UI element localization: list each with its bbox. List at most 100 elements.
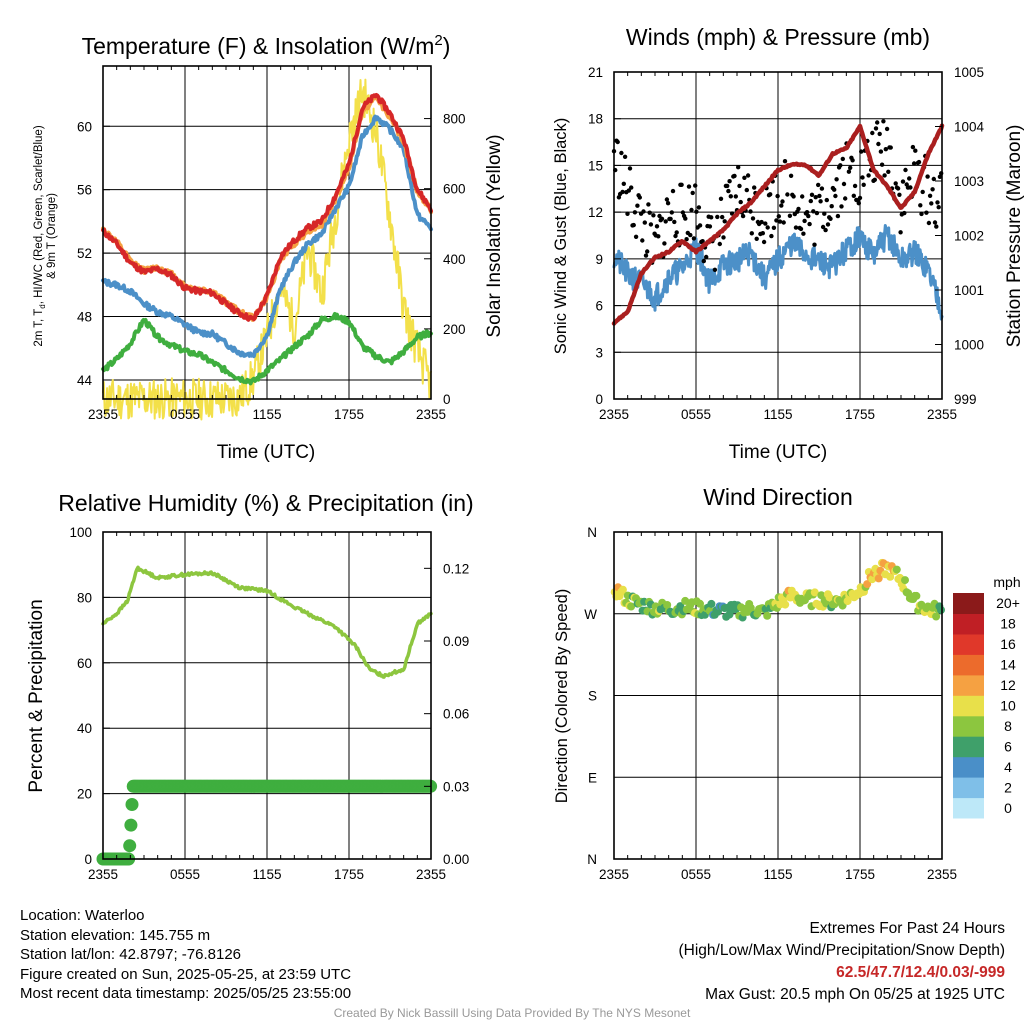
wind-gust-point (916, 159, 922, 165)
wind-gust-point (817, 193, 822, 199)
wind-gust-point (771, 225, 777, 230)
colorbar-swatch (953, 654, 984, 676)
wind-ytick-label: 12 (588, 205, 603, 220)
wind-gust-point (736, 165, 741, 170)
wind-gust-point (726, 188, 731, 194)
colorbar-label: 2 (1004, 779, 1012, 795)
wind-gust-point (807, 221, 812, 227)
wind-gust-point (744, 187, 749, 193)
wind-series-line (611, 123, 945, 326)
wind-gust-point (643, 253, 649, 258)
wind-gust-point (796, 206, 801, 212)
wind-gust-point (693, 183, 698, 188)
extremes-values: 62.5/47.7/12.4/0.03/-999 (836, 964, 1005, 981)
wind-gust-point (625, 211, 630, 216)
wind-gust-point (848, 165, 853, 170)
ticks-layer (102, 66, 943, 860)
precip-point (123, 839, 137, 853)
wind-gust-point (881, 119, 886, 124)
dir-point (932, 612, 941, 621)
recent-timestamp: Most recent data timestamp: 2025/05/25 2… (20, 985, 352, 1002)
wind-gust-point (696, 205, 702, 210)
temp-series-line (102, 78, 432, 421)
wind-gust-point (690, 190, 695, 196)
dir-point (937, 606, 945, 614)
colorbar-title: mph (993, 574, 1020, 590)
wind-gust-point (688, 232, 693, 238)
wind-gust-point (769, 233, 774, 239)
wind-gust-point (738, 199, 743, 205)
wind-gust-point (640, 238, 645, 243)
wind-gust-point (754, 236, 759, 241)
temp-ytick-label: 52 (77, 246, 92, 261)
speed-colorbar: 0 2 4 6 8 10 12 14 16 18 20+ (953, 593, 1020, 819)
wind-ytick-label: 3 (595, 345, 603, 360)
wind-gust-point (829, 204, 834, 209)
wind-gust-point (765, 225, 770, 230)
colorbar-label: 12 (1000, 677, 1016, 693)
colorbar-swatch (953, 797, 984, 819)
dir-point (892, 565, 901, 574)
wind-gust-point (900, 179, 906, 184)
wind-ytick-label: 21 (588, 65, 603, 80)
wind-ytick-right-label: 1001 (954, 283, 984, 298)
temp-ylabel-right: Solar Insolation (Yellow) (484, 134, 505, 337)
wind-gust-point (748, 209, 753, 214)
wind-gust-point (622, 154, 628, 159)
temp-xtick-label: 2355 (88, 407, 118, 422)
wind-gust-point (717, 241, 722, 247)
wind-gust-point (694, 209, 699, 214)
temp-ylabel-left-line1: 2m T, Td, HI/WC (Red, Green, Scarlet/Blu… (33, 125, 47, 346)
colorbar-label: 20+ (996, 595, 1020, 611)
colorbar-swatch (953, 674, 984, 696)
wind-gust-point (749, 231, 754, 236)
wind-gust-point (775, 193, 780, 199)
wind-gust-point (882, 173, 887, 178)
wind-gust-point (646, 202, 651, 207)
wind-gust-point (902, 210, 907, 216)
rh-ytick-right-label: 0.09 (443, 634, 469, 649)
max-gust: Max Gust: 20.5 mph On 05/25 at 1925 UTC (705, 986, 1005, 1003)
precip-point (125, 798, 139, 811)
wind-gust-point (684, 237, 689, 242)
wind-gust-point (879, 162, 885, 167)
wind-gust-point (621, 181, 626, 186)
wind-gust-point (782, 159, 788, 164)
wind-gust-point (801, 231, 806, 236)
wind-gust-point (811, 209, 816, 214)
wind-gust-point (642, 220, 647, 225)
wind-gust-point (665, 201, 671, 206)
temp-ytick-label: 44 (77, 373, 93, 388)
precip-point (124, 818, 138, 832)
credit-line: Created By Nick Bassill Using Data Provi… (333, 1006, 691, 1020)
wind-gust-point (908, 185, 913, 190)
wind-gust-point (752, 185, 757, 190)
rh-series-line (101, 565, 433, 679)
wind-gust-point (910, 144, 916, 150)
wind-gust-point (669, 210, 674, 215)
wind-gust-point (722, 219, 727, 224)
wind-gust-point (857, 195, 863, 201)
wind-ytick-right-label: 999 (954, 392, 977, 407)
wind-gust-point (787, 213, 793, 218)
wind-gust-point (742, 175, 747, 180)
wind-gust-point (911, 161, 917, 166)
labels-layer: 2355 0555 1155 1755 235544485256600200400600… (69, 65, 984, 882)
wind-ytick-right-label: 1004 (954, 120, 985, 135)
series-layer (96, 78, 945, 866)
wind-gust-point (721, 235, 726, 240)
wind-gust-point (866, 173, 871, 178)
wind-gust-point (672, 219, 677, 225)
wind-gust-point (808, 198, 813, 204)
wind-xtick-label: 1155 (763, 407, 792, 422)
temp-ytick-right-label: 0 (443, 392, 451, 407)
colorbar-label: 0 (1004, 800, 1012, 816)
colorbar-label: 14 (1000, 657, 1016, 673)
wind-gust-point (918, 203, 923, 208)
figure-created: Figure created on Sun, 2025-05-25, at 23… (20, 965, 352, 983)
wind-gust-point (832, 187, 837, 192)
wind-gust-point (679, 182, 684, 187)
wind-gust-point (926, 220, 932, 226)
wind-gust-point (814, 210, 820, 216)
